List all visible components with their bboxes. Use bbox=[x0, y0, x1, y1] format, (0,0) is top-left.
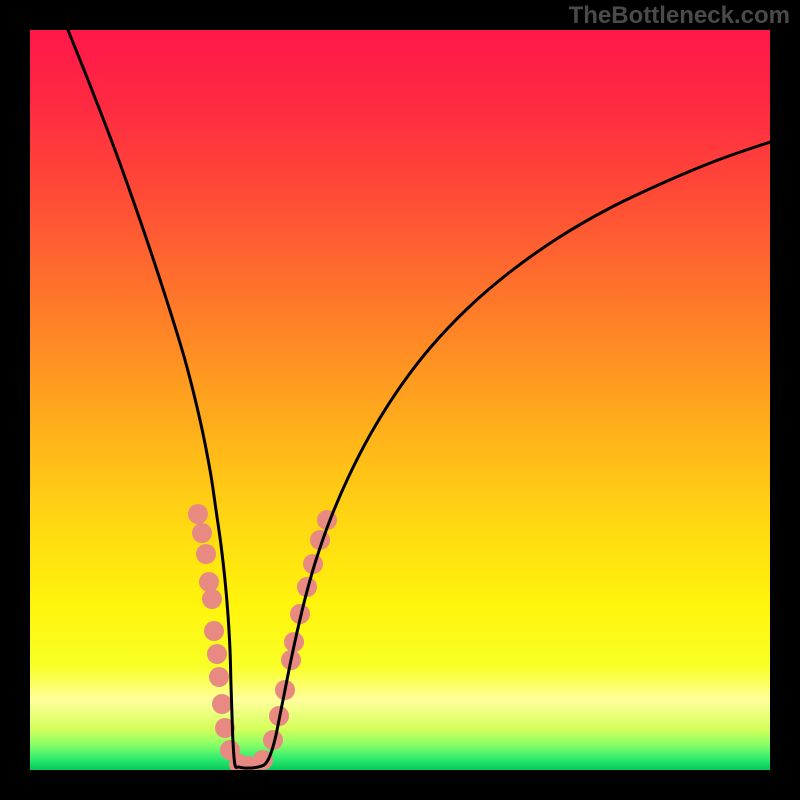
data-marker bbox=[202, 589, 222, 609]
watermark-text: TheBottleneck.com bbox=[569, 2, 790, 30]
data-marker bbox=[209, 667, 229, 687]
data-marker bbox=[204, 621, 224, 641]
right-curve bbox=[252, 142, 770, 768]
curve-overlay bbox=[30, 30, 770, 770]
plot-area bbox=[30, 30, 770, 770]
data-marker bbox=[192, 523, 212, 543]
data-marker bbox=[188, 504, 208, 524]
data-marker bbox=[207, 644, 227, 664]
chart-container: TheBottleneck.com bbox=[0, 0, 800, 800]
data-marker bbox=[196, 544, 216, 564]
data-marker bbox=[212, 694, 232, 714]
data-marker bbox=[199, 572, 219, 592]
